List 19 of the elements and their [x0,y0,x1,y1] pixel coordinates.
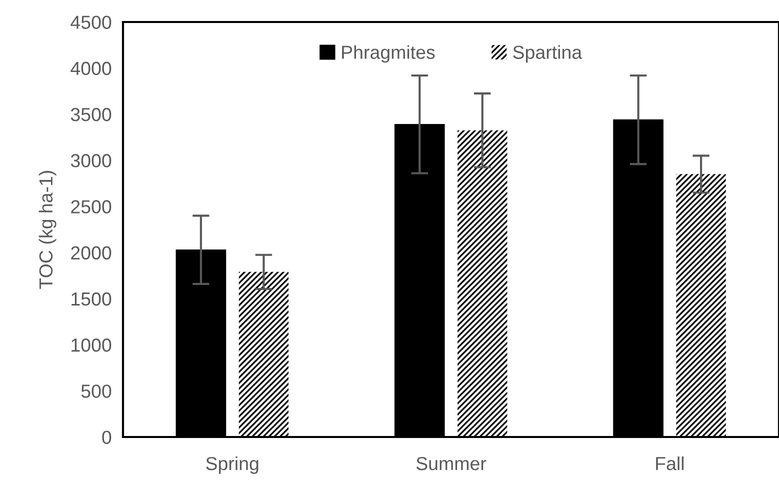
legend-label: Phragmites [342,45,435,63]
y-tick-label: 0 [102,430,112,444]
y-tick-label: 2000 [71,246,112,260]
x-tick-label: Summer [416,456,486,470]
y-tick-label: 1000 [72,338,112,352]
x-tick-label: Spring [206,456,258,474]
y-axis-title: TOC (kg ha-1) [38,170,56,289]
y-tick-label: 4500 [70,16,112,29]
x-tick-label: Fall [656,456,684,470]
y-tick-label: 2500 [71,200,112,214]
bar [238,272,289,437]
y-tick-label: 4000 [70,62,112,76]
y-tick-label: 1500 [72,292,112,306]
y-tick-label: 3500 [70,108,112,122]
bar [676,174,726,437]
legend-label: Spartina [513,45,582,63]
bar [458,130,508,437]
y-tick-label: 3000 [70,154,112,168]
y-tick-label: 500 [81,384,112,398]
